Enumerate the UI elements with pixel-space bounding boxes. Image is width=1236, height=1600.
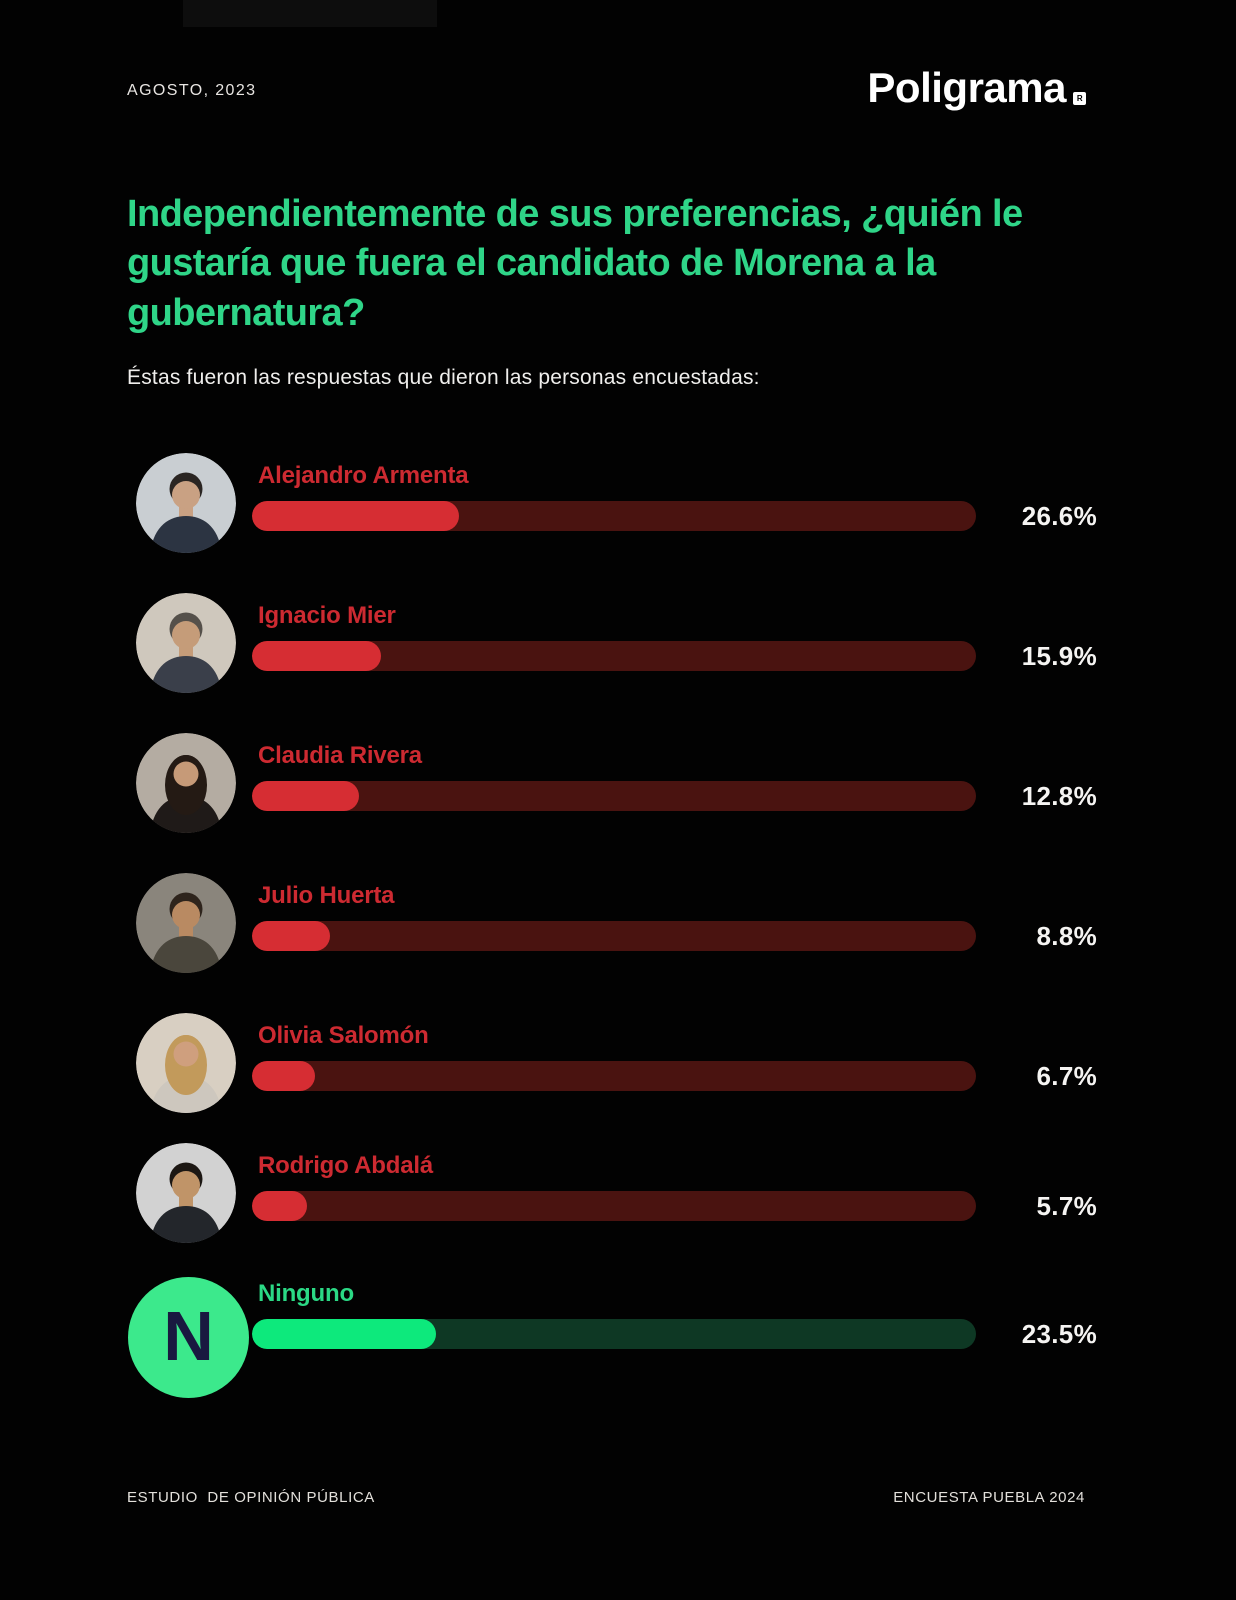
brand-name: Poligrama	[867, 64, 1066, 111]
candidate-photo	[136, 1143, 236, 1243]
candidate-photo	[136, 453, 236, 553]
bar-fill	[252, 501, 459, 531]
date-label: AGOSTO, 2023	[127, 82, 257, 99]
bar-track	[252, 641, 976, 671]
bar-fill	[252, 781, 359, 811]
bar-track	[252, 921, 976, 951]
bar-track	[252, 1191, 976, 1221]
candidate-row: Olivia Salomón 6.7%	[127, 1006, 1112, 1138]
bar-track	[252, 1319, 976, 1349]
value-label: 6.7%	[1036, 1061, 1097, 1091]
candidate-name: Julio Huerta	[258, 882, 395, 909]
candidate-photo	[136, 873, 236, 973]
candidate-name: Alejandro Armenta	[258, 462, 469, 489]
registered-mark-icon: R	[1073, 92, 1086, 105]
page-title: Independientemente de sus preferencias, …	[127, 193, 1023, 334]
candidate-row: Ignacio Mier 15.9%	[127, 586, 1112, 718]
value-label: 23.5%	[1021, 1319, 1097, 1349]
value-label: 12.8%	[1021, 781, 1097, 811]
candidate-photo	[136, 733, 236, 833]
results-list: Alejandro Armenta 26.6% Ignacio Mier 15.…	[127, 446, 1112, 1406]
none-option-icon: N	[128, 1277, 249, 1398]
candidate-name: Rodrigo Abdalá	[258, 1152, 433, 1179]
value-label: 8.8%	[1036, 921, 1097, 951]
candidate-photo	[136, 1013, 236, 1113]
bar-track	[252, 501, 976, 531]
bar-fill	[252, 641, 382, 671]
footer-left-label: ESTUDIO DE OPINIÓN PÚBLICA	[127, 1489, 375, 1506]
candidate-row: Alejandro Armenta 26.6%	[127, 446, 1112, 578]
bar-fill	[252, 1061, 315, 1091]
bar-track	[252, 781, 976, 811]
value-label: 5.7%	[1036, 1191, 1097, 1221]
candidate-name: Ninguno	[258, 1280, 354, 1307]
candidate-row: Rodrigo Abdalá 5.7%	[127, 1136, 1112, 1268]
none-letter: N	[163, 1296, 214, 1375]
candidate-row: N Ninguno 23.5%	[127, 1264, 1112, 1398]
bar-fill	[252, 1191, 308, 1221]
footer-right-label: ENCUESTA PUEBLA 2024	[893, 1489, 1085, 1506]
top-dark-strip	[183, 0, 437, 27]
candidate-name: Ignacio Mier	[258, 602, 396, 629]
candidate-name: Claudia Rivera	[258, 742, 422, 769]
page-subtitle: Éstas fueron las respuestas que dieron l…	[127, 366, 760, 389]
value-label: 26.6%	[1021, 501, 1097, 531]
candidate-name: Olivia Salomón	[258, 1022, 429, 1049]
value-label: 15.9%	[1021, 641, 1097, 671]
candidate-row: Claudia Rivera 12.8%	[127, 726, 1112, 858]
bar-fill	[252, 921, 330, 951]
brand-logo: Poligrama R	[867, 64, 1086, 112]
bar-track	[252, 1061, 976, 1091]
candidate-row: Julio Huerta 8.8%	[127, 866, 1112, 998]
candidate-photo	[136, 593, 236, 693]
bar-fill	[252, 1319, 437, 1349]
